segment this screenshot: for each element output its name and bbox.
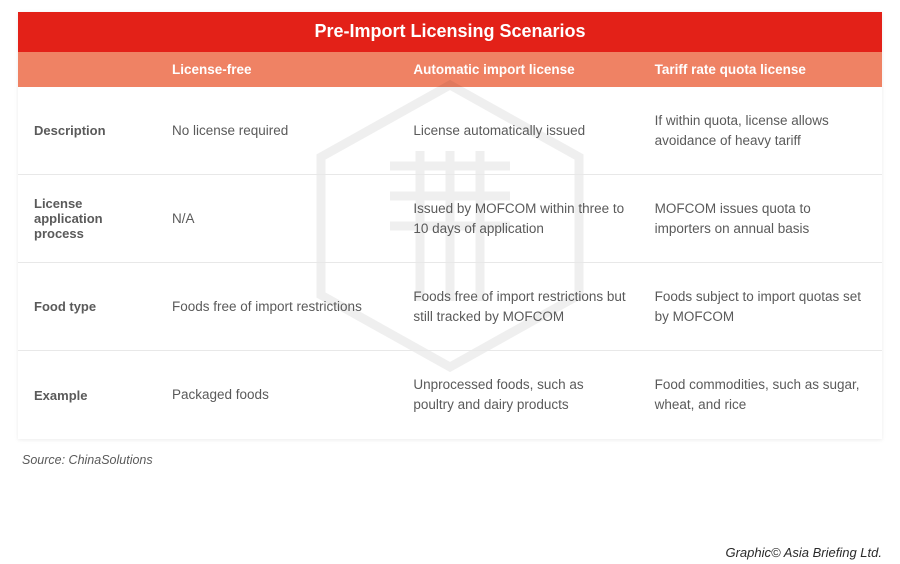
table-cell: Foods subject to import quotas set by MO… [641, 263, 882, 350]
table-row: Food type Foods free of import restricti… [18, 263, 882, 351]
licensing-table-card: Pre-Import Licensing Scenarios License-f… [18, 12, 882, 439]
table-row: License application process N/A Issued b… [18, 175, 882, 263]
column-header: Tariff rate quota license [641, 52, 882, 87]
row-label: License application process [18, 175, 158, 262]
table-cell: License automatically issued [399, 87, 640, 174]
table-cell: N/A [158, 175, 399, 262]
table-cell: Packaged foods [158, 351, 399, 439]
table-title: Pre-Import Licensing Scenarios [18, 12, 882, 52]
row-label: Food type [18, 263, 158, 350]
table-cell: No license required [158, 87, 399, 174]
table-header-row: License-free Automatic import license Ta… [18, 52, 882, 87]
row-label: Description [18, 87, 158, 174]
table-cell: Foods free of import restrictions [158, 263, 399, 350]
table-cell: If within quota, license allows avoidanc… [641, 87, 882, 174]
table-cell: Unprocessed foods, such as poultry and d… [399, 351, 640, 439]
row-label: Example [18, 351, 158, 439]
table-cell: Food commodities, such as sugar, wheat, … [641, 351, 882, 439]
source-text: Source: ChinaSolutions [22, 453, 882, 467]
table-cell: Issued by MOFCOM within three to 10 days… [399, 175, 640, 262]
table-cell: Foods free of import restrictions but st… [399, 263, 640, 350]
header-spacer [18, 52, 158, 87]
table-cell: MOFCOM issues quota to importers on annu… [641, 175, 882, 262]
graphic-credit: Graphic© Asia Briefing Ltd. [725, 545, 882, 560]
column-header: Automatic import license [399, 52, 640, 87]
table-row: Description No license required License … [18, 87, 882, 175]
table-row: Example Packaged foods Unprocessed foods… [18, 351, 882, 439]
column-header: License-free [158, 52, 399, 87]
